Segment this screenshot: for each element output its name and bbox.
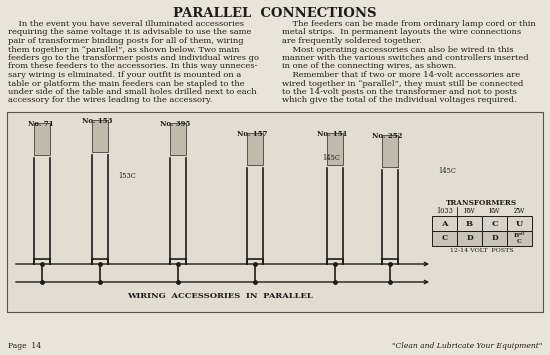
Bar	[34, 123, 50, 155]
Text: Remember that if two or more 14-volt accessories are: Remember that if two or more 14-volt acc…	[282, 71, 520, 79]
Text: 145C: 145C	[322, 154, 340, 162]
Text: 145C: 145C	[438, 167, 456, 175]
Text: 12-14 VOLT  POSTS: 12-14 VOLT POSTS	[450, 248, 514, 253]
Text: D: D	[466, 235, 473, 242]
Text: No. 252: No. 252	[372, 132, 403, 140]
Text: No. 151: No. 151	[317, 130, 348, 138]
Text: requiring the same voltage it is advisable to use the same: requiring the same voltage it is advisab…	[8, 28, 251, 37]
Text: B: B	[466, 219, 473, 228]
Text: accessory for the wires leading to the accessory.: accessory for the wires leading to the a…	[8, 97, 212, 104]
Text: A: A	[441, 219, 448, 228]
Text: are frequently soldered together.: are frequently soldered together.	[282, 37, 422, 45]
Bar	[482, 231, 507, 246]
Text: D: D	[491, 235, 498, 242]
Text: "Clean and Lubricate Your Equipment": "Clean and Lubricate Your Equipment"	[392, 342, 542, 350]
Text: Page  14: Page 14	[8, 342, 41, 350]
Bar	[507, 231, 532, 246]
Text: No. 153: No. 153	[82, 117, 112, 125]
Text: In the event you have several illuminated accessories: In the event you have several illuminate…	[8, 20, 244, 28]
Text: No. 71: No. 71	[28, 120, 54, 128]
Text: C: C	[442, 235, 448, 242]
Text: ZW: ZW	[514, 207, 525, 215]
Text: No. 157: No. 157	[237, 130, 267, 138]
Text: feeders go to the transformer posts and individual wires go: feeders go to the transformer posts and …	[8, 54, 259, 62]
Text: which give the total of the individual voltages required.: which give the total of the individual v…	[282, 97, 516, 104]
Text: Most operating accessories can also be wired in this: Most operating accessories can also be w…	[282, 45, 514, 54]
Bar	[92, 120, 108, 152]
Text: in one of the connecting wires, as shown.: in one of the connecting wires, as shown…	[282, 62, 456, 71]
Text: RW: RW	[464, 207, 475, 215]
Text: from these feeders to the accessories. In this way unneces-: from these feeders to the accessories. I…	[8, 62, 257, 71]
Text: WIRING  ACCESSORIES  IN  PARALLEL: WIRING ACCESSORIES IN PARALLEL	[127, 292, 313, 300]
Bar	[432, 216, 457, 231]
Text: No. 395: No. 395	[160, 120, 190, 128]
Text: pair of transformer binding posts for all of them, wiring: pair of transformer binding posts for al…	[8, 37, 244, 45]
Text: KW: KW	[489, 207, 500, 215]
Bar	[507, 216, 532, 231]
Bar	[382, 135, 398, 167]
Bar	[327, 133, 343, 165]
Text: under side of the table and small holes drilled next to each: under side of the table and small holes …	[8, 88, 257, 96]
Bar	[432, 231, 457, 246]
Text: 153C: 153C	[118, 172, 136, 180]
Text: C: C	[491, 219, 498, 228]
Text: manner with the various switches and controllers inserted: manner with the various switches and con…	[282, 54, 529, 62]
Text: sary wiring is eliminated. If your outfit is mounted on a: sary wiring is eliminated. If your outfi…	[8, 71, 241, 79]
Bar	[482, 216, 507, 231]
Text: U: U	[516, 219, 523, 228]
Text: table or platform the main feeders can be stapled to the: table or platform the main feeders can b…	[8, 80, 245, 87]
Text: PARALLEL  CONNECTIONS: PARALLEL CONNECTIONS	[173, 7, 377, 20]
Bar	[7, 112, 543, 312]
Text: them together in “parallel”, as shown below. Two main: them together in “parallel”, as shown be…	[8, 45, 239, 54]
Text: TRANSFORMERS: TRANSFORMERS	[447, 199, 518, 207]
Text: The feeders can be made from ordinary lamp cord or thin: The feeders can be made from ordinary la…	[282, 20, 536, 28]
Text: wired together in “parallel”, they must still be connected: wired together in “parallel”, they must …	[282, 80, 524, 87]
Bar	[457, 231, 482, 246]
Bar	[247, 133, 263, 165]
Text: 1033: 1033	[436, 207, 453, 215]
Bar	[457, 216, 482, 231]
Text: metal strips.  In permanent layouts the wire connections: metal strips. In permanent layouts the w…	[282, 28, 521, 37]
Text: to the 14-volt posts on the transformer and not to posts: to the 14-volt posts on the transformer …	[282, 88, 517, 96]
Bar	[170, 123, 186, 155]
Text: Bᵒᴼ
C: Bᵒᴼ C	[514, 233, 525, 244]
